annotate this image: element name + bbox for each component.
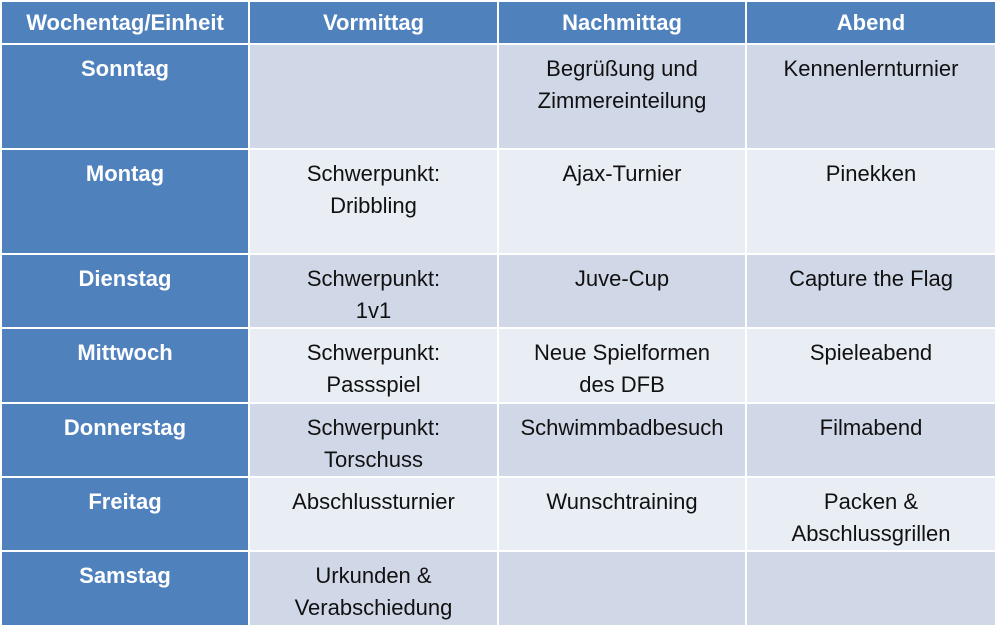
header-row: Wochentag/Einheit Vormittag Nachmittag A… bbox=[0, 0, 997, 45]
header-weekday: Wochentag/Einheit bbox=[0, 0, 250, 45]
cell-text: Begrüßung und Zimmereinteilung bbox=[537, 56, 707, 113]
afternoon-cell: Juve-Cup bbox=[497, 253, 747, 330]
morning-cell: Schwerpunkt: Dribbling bbox=[248, 148, 499, 256]
morning-cell: Schwerpunkt: Torschuss bbox=[248, 401, 499, 478]
table-row: Mittwoch Schwerpunkt: Passspiel Neue Spi… bbox=[0, 327, 997, 404]
day-label: Montag bbox=[0, 148, 250, 256]
cell-text: Pinekken bbox=[825, 161, 917, 187]
morning-cell: Schwerpunkt: 1v1 bbox=[248, 253, 499, 330]
table-row: Donnerstag Schwerpunkt: Torschuss Schwim… bbox=[0, 401, 997, 478]
cell-text: Neue Spielformen des DFB bbox=[533, 340, 711, 398]
evening-cell bbox=[745, 549, 997, 628]
table-row: Freitag Abschlussturnier Wunschtraining … bbox=[0, 475, 997, 552]
cell-text: Wunschtraining bbox=[546, 488, 698, 514]
table-row: Dienstag Schwerpunkt: 1v1 Juve-Cup Captu… bbox=[0, 253, 997, 330]
day-label: Samstag bbox=[0, 549, 250, 628]
cell-text: Capture the Flag bbox=[789, 266, 953, 292]
cell-text: Urkunden & Verabschiedung bbox=[294, 562, 453, 620]
evening-cell: Spieleabend bbox=[745, 327, 997, 404]
table-row: Samstag Urkunden & Verabschiedung bbox=[0, 549, 997, 628]
afternoon-cell: Neue Spielformen des DFB bbox=[497, 327, 747, 404]
day-label: Dienstag bbox=[0, 253, 250, 330]
afternoon-cell: Wunschtraining bbox=[497, 475, 747, 552]
cell-text: Schwimmbadbesuch bbox=[520, 414, 724, 440]
cell-text: Filmabend bbox=[819, 414, 923, 440]
afternoon-cell: Ajax-Turnier bbox=[497, 148, 747, 256]
table-row: Montag Schwerpunkt: Dribbling Ajax-Turni… bbox=[0, 148, 997, 256]
evening-cell: Filmabend bbox=[745, 401, 997, 478]
morning-cell bbox=[248, 42, 499, 151]
evening-cell: Pinekken bbox=[745, 148, 997, 256]
cell-text: Schwerpunkt: Torschuss bbox=[306, 414, 441, 472]
cell-text: Ajax-Turnier bbox=[562, 161, 682, 187]
afternoon-cell: Begrüßung und Zimmereinteilung bbox=[497, 42, 747, 151]
evening-cell: Packen & Abschlussgrillen bbox=[745, 475, 997, 552]
morning-cell: Abschlussturnier bbox=[248, 475, 499, 552]
day-label: Donnerstag bbox=[0, 401, 250, 478]
day-label: Freitag bbox=[0, 475, 250, 552]
header-morning: Vormittag bbox=[248, 0, 499, 45]
morning-cell: Schwerpunkt: Passspiel bbox=[248, 327, 499, 404]
cell-text: Schwerpunkt: 1v1 bbox=[306, 266, 441, 324]
cell-text: Abschlussturnier bbox=[292, 488, 455, 514]
cell-text: Juve-Cup bbox=[574, 266, 670, 292]
table-row: Sonntag Begrüßung und Zimmereinteilung K… bbox=[0, 42, 997, 151]
afternoon-cell bbox=[497, 549, 747, 628]
afternoon-cell: Schwimmbadbesuch bbox=[497, 401, 747, 478]
cell-text: Kennenlernturnier bbox=[783, 56, 959, 81]
header-afternoon: Nachmittag bbox=[497, 0, 747, 45]
cell-text: Schwerpunkt: Passspiel bbox=[306, 340, 441, 398]
morning-cell: Urkunden & Verabschiedung bbox=[248, 549, 499, 628]
day-label: Sonntag bbox=[0, 42, 250, 151]
day-label: Mittwoch bbox=[0, 327, 250, 404]
evening-cell: Capture the Flag bbox=[745, 253, 997, 330]
evening-cell: Kennenlernturnier bbox=[745, 42, 997, 151]
cell-text: Packen & Abschlussgrillen bbox=[791, 488, 951, 546]
cell-text: Spieleabend bbox=[809, 340, 933, 366]
header-evening: Abend bbox=[745, 0, 997, 45]
cell-text: Schwerpunkt: Dribbling bbox=[306, 161, 441, 219]
